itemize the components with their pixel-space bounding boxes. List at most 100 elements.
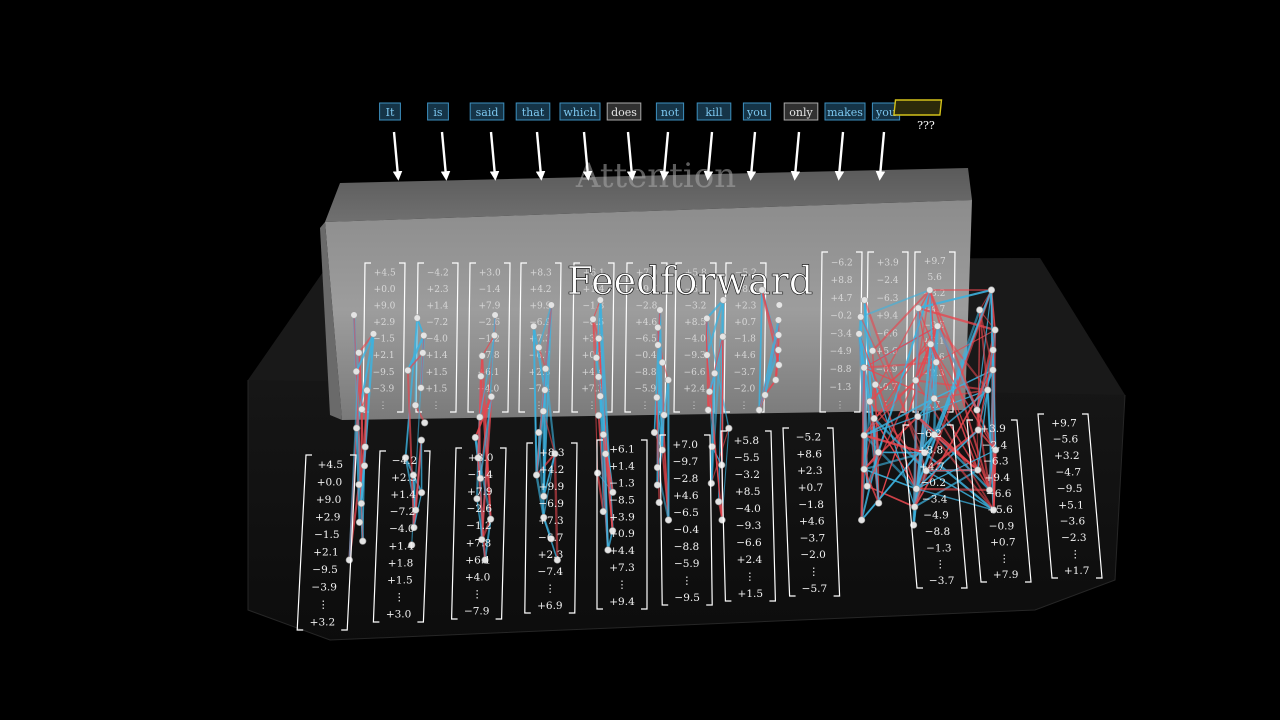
vector-entry: 5.6 [927, 273, 942, 283]
network-edge [406, 335, 425, 371]
network-node [718, 516, 726, 524]
vector-entry: +9.0 [373, 302, 395, 312]
vector-entry: +3.9 [609, 511, 635, 523]
network-node [530, 322, 538, 330]
token-text: which [563, 106, 596, 119]
vector-entry: +1.7 [1064, 565, 1090, 577]
vector-entry: +8.8 [831, 276, 853, 286]
network-edge [916, 488, 994, 511]
network-node [914, 412, 922, 421]
vector-entry: +7.9 [478, 302, 500, 312]
bracket-left [966, 419, 987, 583]
network-edge [532, 326, 546, 391]
network-node [860, 431, 868, 439]
front-vector-4: +6.1 +1.4 −1.3 −8.5 +3.9 +0.9 +4.4 +7.3 ⋮ +9.4 [596, 439, 648, 610]
bracket-right [417, 450, 431, 623]
vector-entry: ⋮ [545, 583, 556, 595]
network-edge [355, 333, 375, 429]
network-node [990, 506, 998, 514]
vector-entry: −6.5 [635, 335, 657, 345]
token-arrow [535, 131, 546, 181]
vector-entry: +8.5 [684, 318, 706, 328]
token-arrow [489, 131, 500, 181]
network-edge [873, 361, 937, 420]
network-node [478, 535, 486, 544]
bracket-left [467, 262, 476, 413]
vector-entry: +1.4 [426, 302, 448, 312]
network-node [932, 358, 940, 366]
network-node [487, 393, 496, 401]
network-node [855, 330, 863, 338]
network-edge [479, 396, 493, 479]
network-node [417, 436, 425, 444]
network-node [532, 471, 541, 479]
vector-entry: −4.7 [1056, 467, 1082, 479]
network-node [658, 358, 667, 367]
vector-entry: +4.7 [919, 461, 945, 473]
vector-entry: ⋮ [535, 401, 544, 411]
vector-entry: −9.5 [373, 368, 395, 378]
bracket-right [947, 424, 968, 589]
network-node [857, 313, 865, 321]
network-edge [915, 429, 979, 490]
vector-entry: −5.9 [674, 558, 700, 570]
vector-entry: −6.3 [983, 456, 1009, 468]
network-edge [479, 335, 496, 418]
vector-entry: −7.2 [390, 506, 416, 518]
network-node [870, 414, 878, 423]
vector-entry: +1.5 [426, 368, 448, 378]
vector-entry: +4.4 [582, 368, 604, 378]
network-node [991, 326, 999, 334]
vector-entry: +7.9 [993, 569, 1019, 581]
vector-entry: +2.1 [373, 351, 395, 361]
network-node [860, 296, 869, 304]
token-3: that [515, 102, 551, 181]
network-node [412, 506, 420, 514]
vector-entry: −4.2 [427, 268, 449, 278]
vector-entry: +2.4 [683, 384, 705, 394]
vector-entry: +3.2 [1054, 450, 1080, 462]
vector-entry: −2.0 [733, 384, 755, 394]
vector-entry: −9.3 [684, 351, 706, 361]
network-edge [918, 288, 992, 310]
vector-entry: +7.0 [636, 268, 658, 278]
vector-entry: ⋮ [617, 579, 628, 591]
vector-entry: +5.6 [876, 347, 898, 357]
network-edge [871, 289, 931, 352]
token-arrow [875, 131, 886, 181]
network-edge [543, 453, 556, 518]
vector-entry: −5.9 [634, 384, 656, 394]
vector-entry: ⋮ [682, 575, 693, 587]
network-edge [533, 326, 538, 476]
vector-entry: −1.2 [478, 335, 500, 345]
network-node [911, 503, 919, 511]
network-edge [553, 453, 559, 561]
front-vector-5: +7.0 −9.7 −2.8 +4.6 −6.5 −0.4 −8.8 −5.9 ⋮ −9.5 [659, 434, 713, 606]
bracket-right [947, 251, 956, 413]
network-edge [928, 289, 978, 411]
vector-entry: −2.8 [635, 302, 657, 312]
network-node [927, 340, 935, 348]
vector-entry: −8.5 [609, 494, 635, 506]
vector-entry: +7.9 [467, 486, 493, 498]
network-node [596, 296, 604, 304]
network-node [355, 481, 363, 489]
token-0: It [379, 102, 403, 181]
bracket-left [518, 262, 527, 413]
vector-entry: +2.3 [538, 549, 564, 561]
network-node [664, 376, 672, 384]
vector-entry: −8.8 [830, 365, 852, 375]
vector-entry: −1.3 [926, 542, 952, 554]
network-edge [661, 414, 665, 451]
vector-entry: ⋮ [809, 566, 820, 578]
bracket-left [720, 430, 732, 602]
token-10: makes [824, 102, 866, 181]
network-node [707, 479, 715, 487]
network-node [359, 537, 367, 545]
network-edge [348, 352, 360, 561]
bracket-left [1037, 413, 1058, 579]
vector-entry: +1.8 [388, 557, 414, 569]
network-node [650, 428, 659, 437]
network-node [920, 449, 929, 457]
vector-entry: −3.9 [372, 384, 394, 394]
